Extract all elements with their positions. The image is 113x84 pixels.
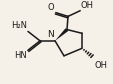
Text: H₂N: H₂N (11, 22, 27, 30)
Text: OH: OH (80, 1, 93, 10)
Polygon shape (54, 28, 68, 41)
Text: HN: HN (14, 51, 27, 60)
Text: OH: OH (94, 61, 107, 70)
Text: N: N (47, 30, 54, 39)
Text: O: O (47, 3, 54, 12)
